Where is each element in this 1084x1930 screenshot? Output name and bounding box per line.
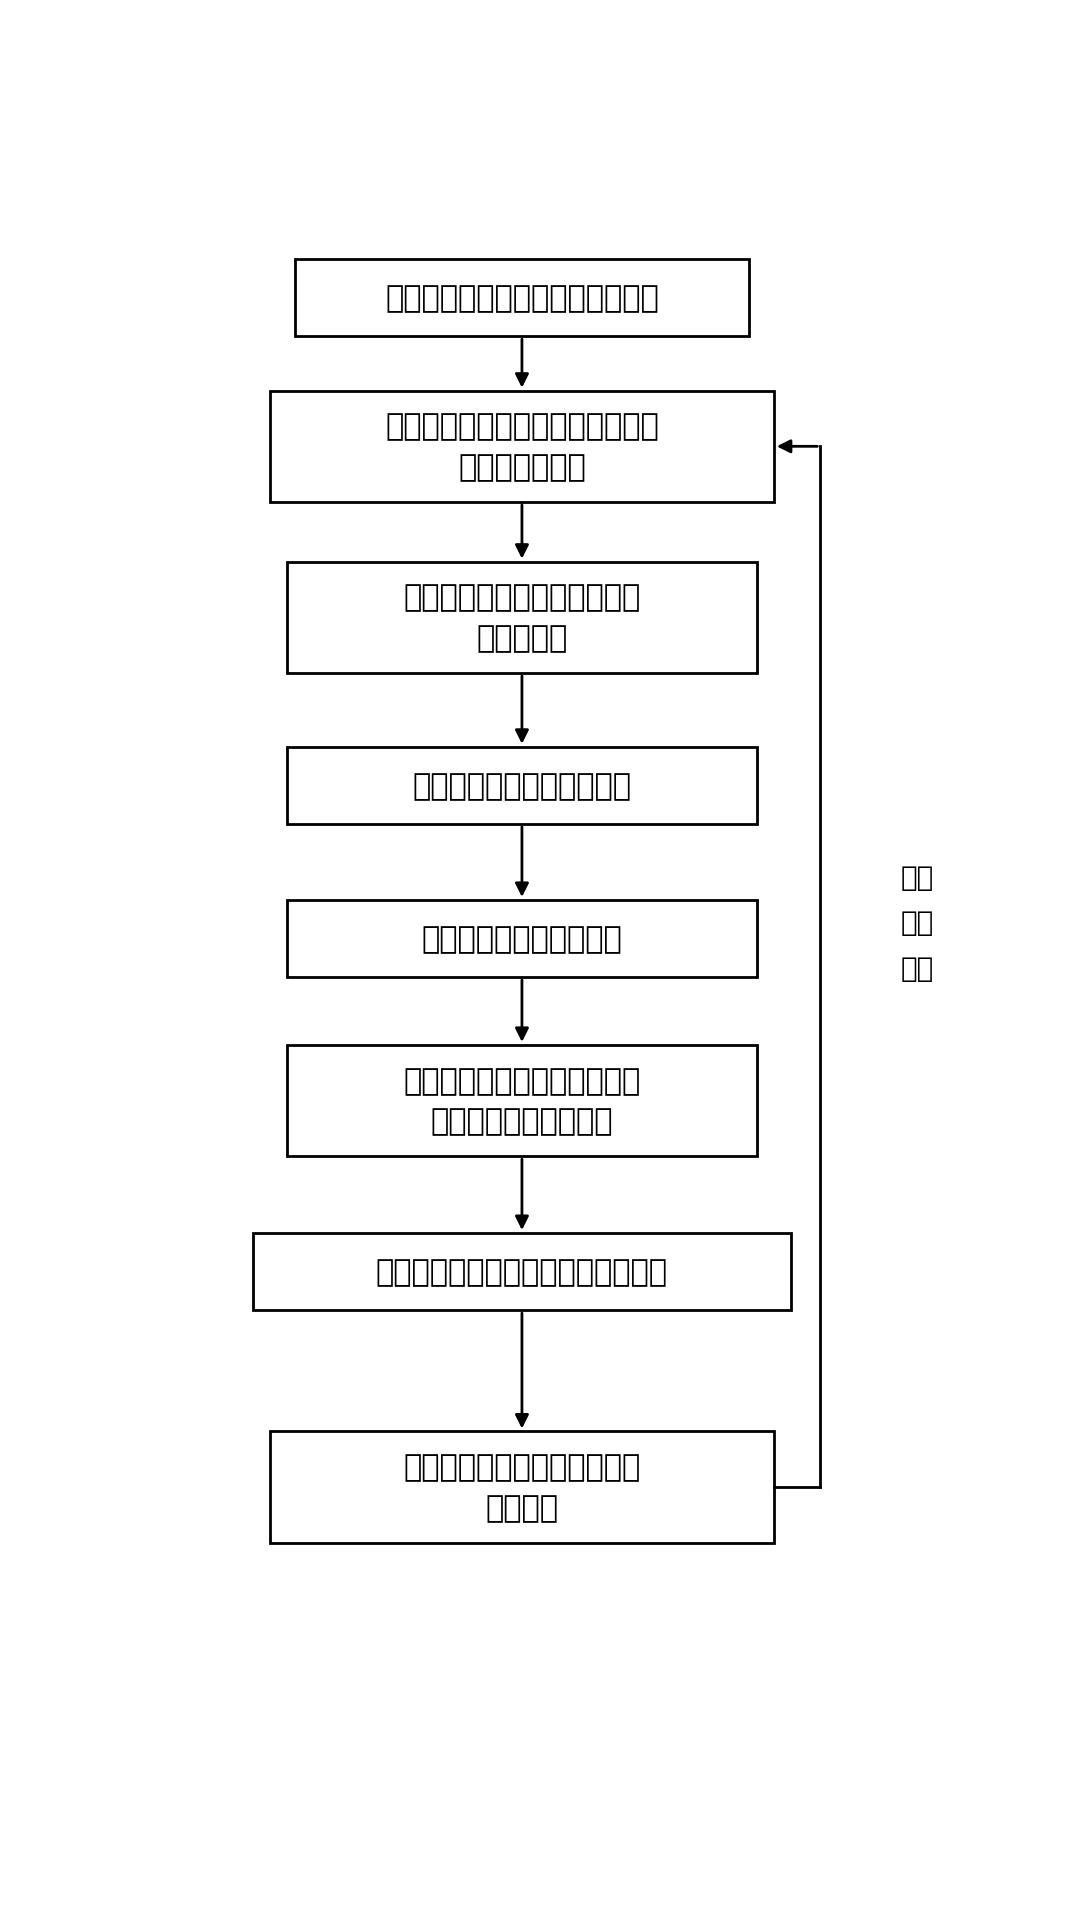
Bar xyxy=(286,747,757,824)
Text: 匝道信号控制灯进行通过流量
最优控制: 匝道信号控制灯进行通过流量 最优控制 xyxy=(403,1453,641,1523)
Text: 各组视频检测器周期性检测数据，
传递给控制中心: 各组视频检测器周期性检测数据， 传递给控制中心 xyxy=(385,413,659,482)
Bar xyxy=(295,261,749,338)
Bar xyxy=(254,1233,791,1310)
Text: 获取入口匝道车辆排队长度: 获取入口匝道车辆排队长度 xyxy=(412,772,632,801)
Bar xyxy=(270,1432,774,1544)
Text: 获取匝道与主线交汇区下游交
通流占有率: 获取匝道与主线交汇区下游交 通流占有率 xyxy=(403,583,641,652)
Text: 视频数据采集周期和入口匝道
信号控制周期协同优化: 视频数据采集周期和入口匝道 信号控制周期协同优化 xyxy=(403,1065,641,1135)
Bar xyxy=(286,562,757,674)
Bar xyxy=(270,392,774,504)
Bar xyxy=(286,899,757,979)
Text: 计算入口匝道信号灯周期及信号配时: 计算入口匝道信号灯周期及信号配时 xyxy=(376,1256,668,1287)
Text: 设置视频检测器和匝道信号控制灯: 设置视频检测器和匝道信号控制灯 xyxy=(385,284,659,313)
Text: 计算入口匝道最优调节率: 计算入口匝道最优调节率 xyxy=(422,924,622,953)
Text: 进入
下一
周期: 进入 下一 周期 xyxy=(900,863,933,982)
Bar xyxy=(286,1046,757,1156)
